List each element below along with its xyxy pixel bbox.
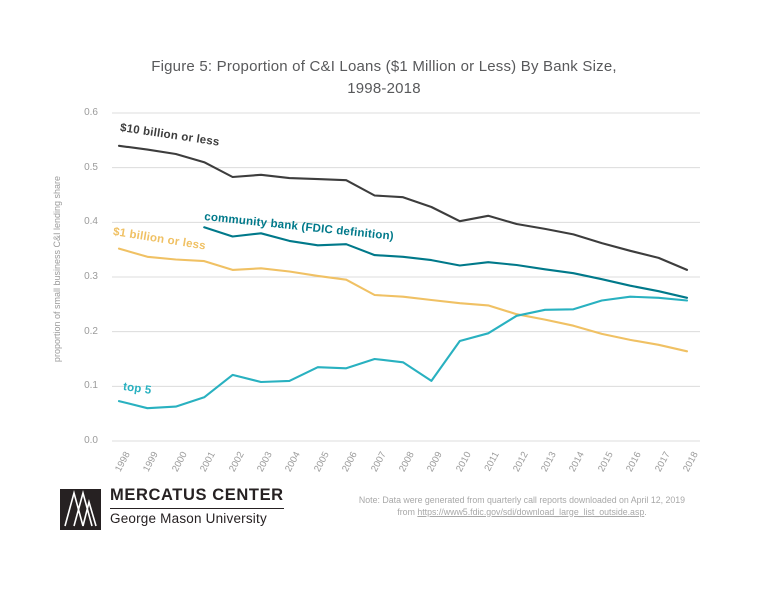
page-title: Figure 5: Proportion of C&I Loans ($1 Mi… (0, 56, 768, 100)
note-line1: Note: Data were generated from quarterly… (358, 495, 686, 505)
footer: MERCATUS CENTER George Mason University … (0, 486, 768, 536)
series-line-community-bank-fdic-definition (203, 226, 689, 299)
y-tick-label: 0.5 (84, 161, 98, 173)
logo-title: MERCATUS CENTER (110, 486, 284, 509)
mercatus-logo-text: MERCATUS CENTER George Mason University (110, 486, 284, 526)
logo-subtitle: George Mason University (110, 511, 267, 526)
series-line-1-billion-or-less (117, 247, 689, 353)
y-tick-label: 0.3 (84, 271, 98, 282)
y-axis-title: proportion of small business C&I lending… (52, 175, 62, 363)
y-tick-label: 0.6 (84, 107, 98, 118)
y-tick-label: 0.4 (84, 216, 98, 228)
mercatus-logo-icon (60, 489, 101, 530)
series-line-top-5 (117, 295, 689, 410)
note-line2-prefix: from (397, 506, 418, 517)
series-line-10-billion-or-less (117, 144, 689, 271)
y-tick-label: 0.1 (84, 380, 98, 392)
chart-title-line2: 1998-2018 (347, 80, 421, 97)
note-line2-suffix: . (644, 506, 647, 517)
y-tick-label: 0.0 (84, 435, 98, 446)
y-tick-label: 0.2 (84, 325, 98, 337)
chart-title-line1: Figure 5: Proportion of C&I Loans ($1 Mi… (151, 58, 617, 75)
source-note: Note: Data were generated from quarterly… (330, 495, 714, 518)
source-link[interactable]: https://www5.fdic.gov/sdi/download_large… (417, 506, 645, 517)
